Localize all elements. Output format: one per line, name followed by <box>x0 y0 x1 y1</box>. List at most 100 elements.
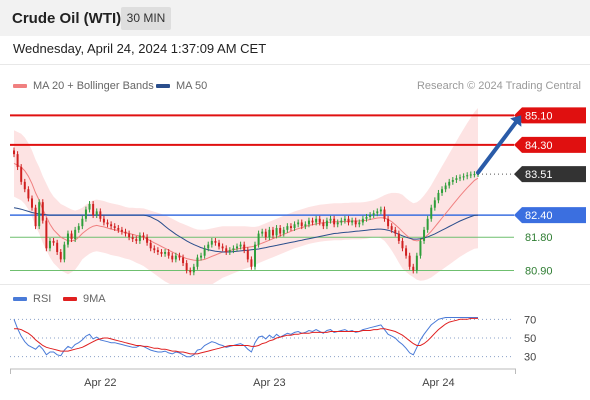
credit-text: Research © 2024 Trading Central <box>416 80 581 92</box>
divider <box>0 284 590 285</box>
candle-body <box>23 181 26 190</box>
candle-body <box>128 233 131 238</box>
candle-body <box>318 218 321 223</box>
candle-body <box>415 255 418 271</box>
candle-body <box>45 220 48 249</box>
candle-body <box>171 255 174 260</box>
candle-body <box>322 222 325 227</box>
candle-body <box>300 222 303 227</box>
candle-body <box>77 226 80 230</box>
x-tick-label: Apr 23 <box>253 377 285 389</box>
candle-body <box>142 235 145 238</box>
candle-body <box>38 202 41 227</box>
candle-body <box>315 218 318 223</box>
ma50-swatch <box>156 84 170 88</box>
candle-body <box>376 211 379 214</box>
candle-body <box>365 216 368 219</box>
candle-body <box>74 229 77 240</box>
candle-body <box>433 200 436 208</box>
candle-body <box>20 167 23 182</box>
candle-body <box>372 213 375 216</box>
x-axis: Apr 22 Apr 23 Apr 24 <box>10 368 516 389</box>
candle-body <box>218 242 221 247</box>
legend-9ma: 9MA <box>63 293 106 305</box>
bollinger-band <box>14 108 478 284</box>
candle-body <box>351 220 354 223</box>
candle-body <box>182 257 185 264</box>
candle-body <box>95 211 98 216</box>
candle-body <box>448 181 451 186</box>
level-value: 85.10 <box>525 110 553 122</box>
forecast-arrow-head <box>510 115 522 127</box>
candle-body <box>160 252 163 254</box>
candle-body <box>394 229 397 234</box>
legend-ma20-label: MA 20 + Bollinger Bands <box>33 80 154 92</box>
candle-body <box>243 244 246 251</box>
ma20-line <box>13 162 479 262</box>
candle-body <box>297 222 300 225</box>
candle-body <box>48 240 51 249</box>
candle-body <box>196 257 199 267</box>
legend-ma20: MA 20 + Bollinger Bands <box>13 80 154 92</box>
candle-body <box>156 250 159 252</box>
candle-body <box>228 250 231 252</box>
candle-body <box>250 259 253 267</box>
candle-body <box>473 174 476 176</box>
rsi-line <box>13 317 478 358</box>
candle-body <box>246 250 249 260</box>
x-tick-label: Apr 22 <box>84 377 116 389</box>
candle-body <box>84 209 87 219</box>
rsi-swatch <box>13 297 27 301</box>
candle-body <box>210 240 213 245</box>
candle-body <box>41 202 44 221</box>
candle-body <box>293 224 296 228</box>
rsi-ma-swatch <box>63 297 77 301</box>
candle-body <box>236 246 239 249</box>
level-value: 84.30 <box>525 140 553 152</box>
level-value: 81.80 <box>525 232 553 244</box>
candle-body <box>59 252 62 260</box>
candle-body <box>164 252 167 254</box>
candle-body <box>444 185 447 190</box>
candle-body <box>340 220 343 223</box>
rsi-tick-label: 50 <box>524 333 536 345</box>
header-bar: Crude Oil (WTI) 30 MIN <box>0 0 590 36</box>
level-value: 83.51 <box>525 169 553 181</box>
legend-rsi: RSI <box>13 293 51 305</box>
candle-body <box>347 218 350 223</box>
candle-body <box>34 207 37 227</box>
candle-body <box>451 180 454 182</box>
candle-body <box>466 175 469 177</box>
level-label-pivot <box>514 207 586 224</box>
candle-body <box>397 233 400 241</box>
candle-body <box>178 255 181 258</box>
legend-ma50: MA 50 <box>156 80 207 92</box>
candle-body <box>70 233 73 240</box>
candle-body <box>369 215 372 217</box>
candle-body <box>354 220 357 225</box>
candle-body <box>99 211 102 219</box>
candle-body <box>253 244 256 267</box>
candle-body <box>426 218 429 230</box>
candle-body <box>455 178 458 180</box>
candle-body <box>239 244 242 247</box>
candle-body <box>124 231 127 234</box>
candle-body <box>232 248 235 251</box>
candle-body <box>88 204 91 210</box>
legend-ma50-label: MA 50 <box>176 80 208 92</box>
rsi-tick-label: 30 <box>524 352 536 364</box>
divider <box>0 64 590 65</box>
candle-body <box>221 246 224 249</box>
candle-body <box>81 218 84 227</box>
candle-body <box>174 255 177 260</box>
candle-body <box>261 231 264 234</box>
candle-body <box>459 177 462 179</box>
candle-body <box>138 235 141 241</box>
candle-body <box>63 244 66 260</box>
candle-body <box>27 189 30 199</box>
candle-body <box>304 224 307 227</box>
candle-body <box>131 237 134 240</box>
candle-body <box>149 242 152 249</box>
timeframe-badge[interactable]: 30 MIN <box>121 7 171 30</box>
legend-9ma-label: 9MA <box>83 293 106 305</box>
